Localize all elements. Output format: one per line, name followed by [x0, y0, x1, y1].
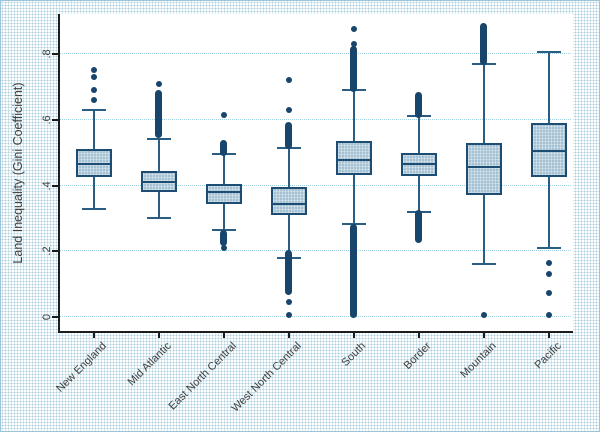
outlier-dot	[351, 41, 357, 48]
outlier-dot	[546, 259, 552, 266]
outlier-dot	[221, 111, 227, 118]
outlier-run	[415, 210, 422, 243]
outlier-dot	[91, 97, 97, 104]
x-category-label: West North Central	[229, 340, 304, 415]
outlier-run	[220, 139, 227, 156]
outlier-dot	[91, 87, 97, 94]
x-category-label: Pacific	[532, 340, 564, 372]
box-group-west-north-central	[60, 14, 573, 331]
outlier-dot	[546, 271, 552, 278]
y-tick-label: 0	[41, 313, 53, 321]
y-tick-label: .6	[41, 115, 53, 125]
y-axis-tick	[52, 250, 58, 253]
whisker-cap-lower	[147, 217, 171, 220]
outlier-dot	[286, 77, 292, 84]
whisker-cap-lower	[472, 263, 496, 266]
x-axis-tick	[288, 333, 290, 338]
y-gridline	[60, 53, 571, 54]
outlier-run	[415, 92, 422, 118]
outlier-dot	[546, 290, 552, 296]
x-category-label: South	[339, 340, 369, 369]
x-axis-tick	[158, 333, 160, 338]
y-gridline	[60, 250, 571, 252]
y-tick-label: .4	[41, 180, 53, 191]
x-axis-tick	[548, 333, 550, 338]
box-group-east-north-central	[60, 14, 573, 331]
outlier-run	[480, 23, 487, 66]
outlier-dot	[221, 244, 227, 251]
y-axis-tick	[52, 53, 58, 55]
x-axis-tick	[93, 333, 95, 338]
median-line	[141, 181, 177, 184]
whisker-cap-upper	[537, 51, 561, 54]
y-tick-label: .8	[41, 49, 53, 59]
iqr-box	[336, 141, 372, 175]
outlier-dot	[481, 312, 487, 319]
y-tick-label: .2	[41, 246, 53, 256]
outlier-run	[285, 121, 292, 150]
x-axis-tick	[223, 333, 225, 338]
y-axis-tick	[52, 316, 58, 318]
outlier-dot	[91, 67, 97, 74]
outlier-run	[155, 90, 162, 138]
x-category-label: Mid Atlantic	[125, 340, 174, 389]
median-line	[336, 158, 372, 161]
outlier-dot	[286, 299, 292, 306]
outlier-dot	[546, 312, 552, 319]
y-gridline	[60, 118, 571, 120]
x-category-label: Border	[401, 340, 434, 372]
y-gridline	[60, 184, 571, 186]
box-group-mid-atlantic	[60, 14, 573, 331]
outlier-run	[285, 249, 292, 296]
x-axis-tick	[483, 333, 485, 338]
y-axis-tick	[52, 184, 58, 187]
y-axis-tick	[52, 118, 58, 121]
iqr-box	[271, 187, 307, 216]
x-category-label: Mountain	[457, 340, 499, 381]
whisker-cap-upper	[147, 138, 171, 141]
outlier-run	[350, 46, 357, 92]
outlier-run	[350, 223, 357, 319]
whisker-cap-lower	[212, 228, 236, 231]
median-line	[206, 191, 242, 194]
box-group-pacific	[60, 14, 573, 331]
whisker-cap-lower	[82, 207, 106, 210]
x-axis-tick	[353, 333, 355, 338]
y-gridline	[60, 316, 571, 317]
median-line	[466, 166, 502, 169]
x-category-label: East North Central	[166, 340, 239, 413]
box-group-mountain	[60, 14, 573, 331]
median-line	[531, 149, 567, 152]
iqr-box	[466, 142, 502, 196]
whisker-cap-lower	[537, 246, 561, 249]
median-line	[271, 202, 307, 205]
box-group-new-england	[60, 14, 573, 331]
whisker-cap-upper	[82, 108, 106, 111]
outlier-dot	[91, 74, 97, 80]
box-group-border	[60, 14, 573, 331]
outlier-dot	[351, 26, 357, 33]
outlier-dot	[286, 106, 292, 113]
outlier-dot	[286, 312, 292, 319]
box-group-south	[60, 14, 573, 331]
outlier-run	[220, 230, 227, 247]
iqr-box	[206, 183, 242, 204]
median-line	[76, 163, 112, 166]
x-axis-tick	[418, 333, 420, 338]
outlier-dot	[156, 80, 162, 87]
y-axis-title: Land Inequality (Gini Coefficient)	[11, 82, 25, 264]
median-line	[401, 163, 437, 166]
plot-content: 0 .2 .4 .6 .8 New England Mid Atlantic East Nor…	[41, 14, 573, 414]
x-category-label: New England	[53, 340, 109, 395]
